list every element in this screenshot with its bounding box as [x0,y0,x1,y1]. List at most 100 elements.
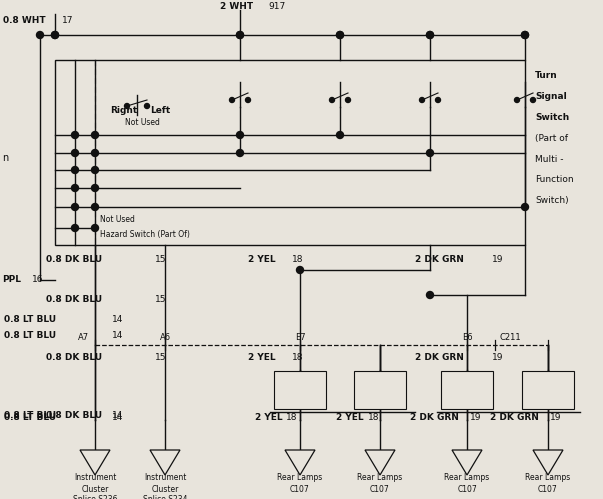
Text: 18: 18 [292,353,303,362]
Text: E7: E7 [295,333,305,342]
Text: Stepside: Stepside [529,378,567,387]
Circle shape [230,97,235,102]
Polygon shape [80,450,110,475]
Circle shape [72,132,78,139]
Text: E6: E6 [462,333,472,342]
Circle shape [336,132,344,139]
Text: 0.8 LT BLU: 0.8 LT BLU [4,315,56,324]
Circle shape [92,132,98,139]
Text: Rear Lamps: Rear Lamps [444,474,490,483]
Text: 2 DK GRN: 2 DK GRN [415,353,464,362]
Text: 15: 15 [155,353,166,362]
Circle shape [531,97,535,102]
Polygon shape [452,450,482,475]
Text: (Part of: (Part of [535,134,568,143]
Text: Right: Right [110,105,137,114]
Circle shape [92,185,98,192]
Circle shape [522,31,528,38]
Circle shape [92,225,98,232]
Text: Stepside: Stepside [361,378,399,387]
Text: 917: 917 [268,1,285,10]
Text: Q: Q [376,456,384,465]
Text: C107: C107 [290,485,310,494]
Text: 0.8 LT BLU: 0.8 LT BLU [4,411,56,420]
Text: 19: 19 [492,255,504,264]
Text: 18: 18 [368,414,379,423]
Text: Pickup: Pickup [534,392,563,401]
Circle shape [145,103,150,108]
Text: 2 YEL: 2 YEL [248,255,276,264]
Circle shape [51,31,58,38]
Text: Switch): Switch) [535,197,569,206]
Text: 19: 19 [492,353,504,362]
Text: 2 YEL: 2 YEL [248,353,276,362]
Text: 2 YEL: 2 YEL [336,414,364,423]
Text: W: W [90,456,100,465]
Text: 19: 19 [470,414,482,423]
Text: 2 DK GRN: 2 DK GRN [410,414,459,423]
Text: C107: C107 [370,485,390,494]
Circle shape [329,97,335,102]
Bar [274,371,326,409]
Bar [441,371,493,409]
Circle shape [426,31,434,38]
Circle shape [72,167,78,174]
Text: 0.8 DK BLU: 0.8 DK BLU [46,411,102,420]
Circle shape [514,97,520,102]
Text: 0.8 LT BLU: 0.8 LT BLU [4,414,56,423]
Polygon shape [150,450,180,475]
Circle shape [236,150,244,157]
Text: 2 WHT: 2 WHT [220,1,253,10]
Text: 16: 16 [32,275,43,284]
Text: R: R [464,456,470,465]
Circle shape [236,31,244,38]
Text: 0.8 WHT: 0.8 WHT [3,15,46,24]
Circle shape [426,31,434,38]
Circle shape [522,31,528,38]
Text: 2 YEL: 2 YEL [255,414,283,423]
Text: Left: Left [150,105,170,114]
Circle shape [124,103,130,108]
Circle shape [51,31,58,38]
Text: 0.8 DK BLU: 0.8 DK BLU [46,295,102,304]
Text: PPL: PPL [2,275,21,284]
Circle shape [435,97,441,102]
Text: C107: C107 [457,485,477,494]
Text: 0.8 DK BLU: 0.8 DK BLU [46,255,102,264]
Circle shape [72,185,78,192]
Bar [354,371,406,409]
Text: 14: 14 [112,411,124,420]
Text: Instrument: Instrument [144,474,186,483]
Text: 18: 18 [292,255,303,264]
Text: Not Used: Not Used [100,216,135,225]
Text: Turn: Turn [535,70,558,79]
Text: P: P [297,456,303,465]
Circle shape [426,291,434,298]
Text: Pickup: Pickup [452,392,482,401]
Text: 2 DK GRN: 2 DK GRN [415,255,464,264]
Circle shape [346,97,350,102]
Text: 18: 18 [286,414,297,423]
Text: 15: 15 [155,255,166,264]
Text: Instrument: Instrument [74,474,116,483]
Text: A6: A6 [159,333,171,342]
Text: Cluster: Cluster [151,485,178,494]
Text: n: n [2,153,8,163]
Circle shape [297,266,303,273]
Circle shape [92,150,98,157]
Polygon shape [365,450,395,475]
Text: Multi -: Multi - [535,155,563,164]
Circle shape [336,31,344,38]
Polygon shape [285,450,315,475]
Text: Fleetside: Fleetside [280,378,320,387]
Text: A7: A7 [77,333,89,342]
Bar [55,60,525,245]
Circle shape [72,225,78,232]
Text: Rear Lamps: Rear Lamps [277,474,323,483]
Text: S: S [545,456,551,465]
Circle shape [236,31,244,38]
Text: Signal: Signal [535,91,567,100]
Text: N: N [161,456,169,465]
Text: 14: 14 [112,330,124,339]
Circle shape [92,167,98,174]
